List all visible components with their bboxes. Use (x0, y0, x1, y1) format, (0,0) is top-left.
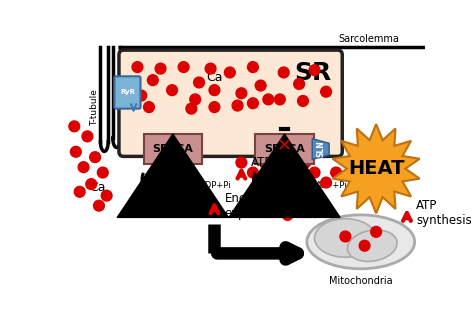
Circle shape (298, 95, 309, 106)
Circle shape (300, 157, 310, 168)
Circle shape (280, 159, 291, 170)
Text: SERCA: SERCA (264, 144, 305, 154)
Text: Ca: Ca (206, 71, 223, 84)
Text: Ca: Ca (89, 181, 106, 194)
Circle shape (263, 94, 273, 105)
Circle shape (186, 103, 197, 114)
Circle shape (93, 200, 104, 211)
Circle shape (309, 65, 320, 76)
Circle shape (290, 169, 301, 180)
Circle shape (269, 171, 280, 182)
Circle shape (359, 240, 370, 251)
Circle shape (90, 152, 100, 163)
Circle shape (300, 198, 310, 209)
Circle shape (194, 77, 204, 88)
Text: Sarcolemma: Sarcolemma (338, 34, 399, 44)
Circle shape (371, 226, 382, 237)
Circle shape (282, 209, 293, 220)
Circle shape (309, 167, 320, 178)
Text: SERCA: SERCA (153, 144, 193, 154)
Circle shape (294, 79, 304, 89)
Text: Mitochondria: Mitochondria (329, 276, 392, 286)
Circle shape (209, 102, 220, 112)
Circle shape (132, 62, 143, 72)
Circle shape (321, 86, 331, 97)
Circle shape (259, 157, 270, 168)
Text: ATP
synthesis: ATP synthesis (416, 199, 472, 227)
Circle shape (74, 186, 85, 197)
Circle shape (331, 167, 341, 178)
Text: SLN: SLN (316, 141, 325, 158)
FancyBboxPatch shape (255, 134, 314, 164)
Text: Ca: Ca (288, 197, 304, 210)
Circle shape (286, 186, 297, 197)
Circle shape (71, 146, 81, 157)
Circle shape (97, 167, 108, 178)
Circle shape (340, 231, 351, 242)
Circle shape (167, 85, 177, 95)
Text: T-tubule: T-tubule (90, 89, 99, 126)
Circle shape (278, 67, 289, 78)
Text: ATP
hydrolysis: ATP hydrolysis (251, 156, 311, 184)
Circle shape (144, 102, 155, 112)
Circle shape (136, 90, 146, 101)
Circle shape (205, 63, 216, 74)
Circle shape (264, 183, 275, 193)
Text: HEAT: HEAT (348, 159, 404, 178)
Text: ATP: ATP (139, 181, 155, 190)
Circle shape (232, 100, 243, 111)
Circle shape (101, 190, 112, 201)
Text: RyR: RyR (120, 89, 135, 95)
Circle shape (178, 62, 189, 72)
Circle shape (247, 62, 258, 72)
FancyBboxPatch shape (114, 76, 140, 109)
Text: Energy
expenditure: Energy expenditure (225, 192, 296, 220)
Circle shape (147, 75, 158, 86)
Circle shape (247, 167, 258, 178)
Ellipse shape (347, 230, 397, 261)
Circle shape (274, 94, 285, 105)
Circle shape (274, 194, 285, 205)
FancyBboxPatch shape (144, 134, 202, 164)
Text: ADP+Pi: ADP+Pi (200, 181, 232, 190)
Circle shape (236, 157, 247, 168)
Ellipse shape (315, 219, 376, 257)
Circle shape (78, 162, 89, 173)
Polygon shape (333, 124, 419, 213)
Text: ADP+Pi: ADP+Pi (317, 181, 348, 190)
Circle shape (209, 85, 220, 95)
Circle shape (247, 98, 258, 109)
Text: ✕: ✕ (277, 137, 292, 155)
Circle shape (82, 131, 93, 142)
Text: SR: SR (294, 61, 331, 85)
Ellipse shape (307, 215, 415, 269)
Circle shape (255, 80, 266, 91)
Circle shape (86, 179, 97, 190)
Circle shape (190, 94, 201, 105)
Circle shape (225, 67, 235, 78)
Circle shape (236, 88, 247, 99)
Circle shape (155, 63, 166, 74)
Polygon shape (312, 139, 329, 159)
Circle shape (69, 121, 80, 132)
Circle shape (321, 177, 331, 188)
FancyBboxPatch shape (119, 50, 342, 156)
